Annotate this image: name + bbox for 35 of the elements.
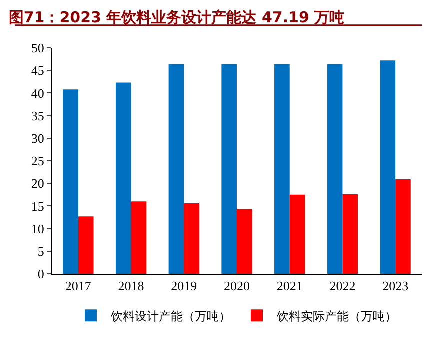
y-tick-label: 45 [31,63,44,78]
y-tick-label: 20 [31,176,44,192]
bar [237,209,252,274]
x-tick-label: 2018 [118,278,144,294]
bar [222,64,237,274]
bar [184,203,200,274]
bar [131,202,147,274]
bar [63,90,78,274]
bar [327,64,343,274]
legend-label: 饮料实际产能（万吨） [276,309,397,324]
x-tick-label: 2023 [382,278,409,294]
y-tick-label: 0 [38,266,44,282]
y-tick-label: 25 [31,154,44,169]
bar [342,194,358,274]
x-tick-label: 2021 [276,278,303,294]
bar [78,216,94,274]
bar [168,64,184,274]
x-tick-label: 2017 [65,278,92,294]
legend-label: 饮料设计产能（万吨） [110,309,231,324]
y-tick-label: 15 [31,198,44,214]
bar [396,180,411,274]
y-tick-label: 50 [31,40,44,56]
y-tick-label: 30 [31,130,44,146]
bar [274,64,290,274]
y-tick-label: 10 [31,221,44,236]
y-tick-label: 40 [31,86,44,101]
chart-title: 图71：2023 年饮料业务设计产能达 47.19 万吨 [8,8,345,26]
bar [290,194,306,274]
x-tick-label: 2022 [330,278,356,294]
y-tick-label: 5 [38,244,44,259]
x-tick-label: 2019 [171,278,198,294]
y-tick-label: 35 [31,108,44,124]
bar [380,60,396,274]
bar [116,82,132,274]
x-tick-label: 2020 [224,278,250,294]
